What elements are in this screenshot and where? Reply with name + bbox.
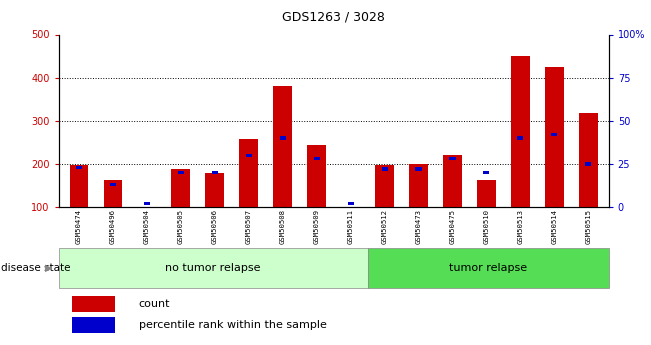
Bar [415, 167, 422, 171]
Bar [110, 183, 116, 186]
Bar [72, 296, 115, 312]
Bar [314, 157, 320, 160]
Text: ▶: ▶ [45, 263, 53, 273]
Bar [409, 164, 428, 207]
Text: percentile rank within the sample: percentile rank within the sample [139, 320, 327, 330]
Bar [551, 133, 557, 136]
Text: GSM50504: GSM50504 [144, 209, 150, 244]
Text: GSM50506: GSM50506 [212, 209, 218, 244]
Bar [178, 171, 184, 174]
Bar [518, 136, 523, 140]
Text: GSM50473: GSM50473 [415, 209, 422, 244]
Bar [585, 162, 591, 166]
Bar [477, 180, 496, 207]
Bar [72, 317, 115, 333]
Bar [171, 169, 190, 207]
Bar [579, 113, 598, 207]
Bar [375, 165, 394, 207]
Text: GSM50514: GSM50514 [551, 209, 557, 244]
Text: GSM50474: GSM50474 [76, 209, 82, 244]
Text: GSM50515: GSM50515 [585, 209, 591, 244]
Bar [381, 167, 387, 171]
Text: GSM50508: GSM50508 [280, 209, 286, 244]
Text: GSM50512: GSM50512 [381, 209, 387, 244]
Bar [206, 172, 224, 207]
Bar [144, 202, 150, 205]
Text: GSM50509: GSM50509 [314, 209, 320, 244]
Text: GSM50475: GSM50475 [449, 209, 456, 244]
Text: no tumor relapse: no tumor relapse [165, 263, 261, 273]
Bar [449, 157, 456, 160]
Bar [240, 139, 258, 207]
Bar [59, 248, 368, 288]
Bar [245, 154, 252, 157]
Text: GSM50505: GSM50505 [178, 209, 184, 244]
Bar [307, 145, 326, 207]
Text: GSM50507: GSM50507 [245, 209, 252, 244]
Bar [484, 171, 490, 174]
Bar [443, 155, 462, 207]
Bar [348, 202, 353, 205]
Bar [545, 67, 564, 207]
Text: tumor relapse: tumor relapse [449, 263, 527, 273]
Text: GSM50496: GSM50496 [110, 209, 116, 244]
Text: count: count [139, 299, 171, 309]
Bar [70, 165, 89, 207]
Text: GDS1263 / 3028: GDS1263 / 3028 [282, 10, 385, 23]
Bar [280, 136, 286, 140]
Text: GSM50510: GSM50510 [484, 209, 490, 244]
Text: disease state: disease state [1, 263, 70, 273]
Bar [511, 56, 530, 207]
Text: GSM50511: GSM50511 [348, 209, 353, 244]
Bar [212, 171, 218, 174]
Text: GSM50513: GSM50513 [518, 209, 523, 244]
Bar [273, 86, 292, 207]
Bar [104, 180, 122, 207]
Bar [76, 166, 82, 169]
Bar [368, 248, 609, 288]
